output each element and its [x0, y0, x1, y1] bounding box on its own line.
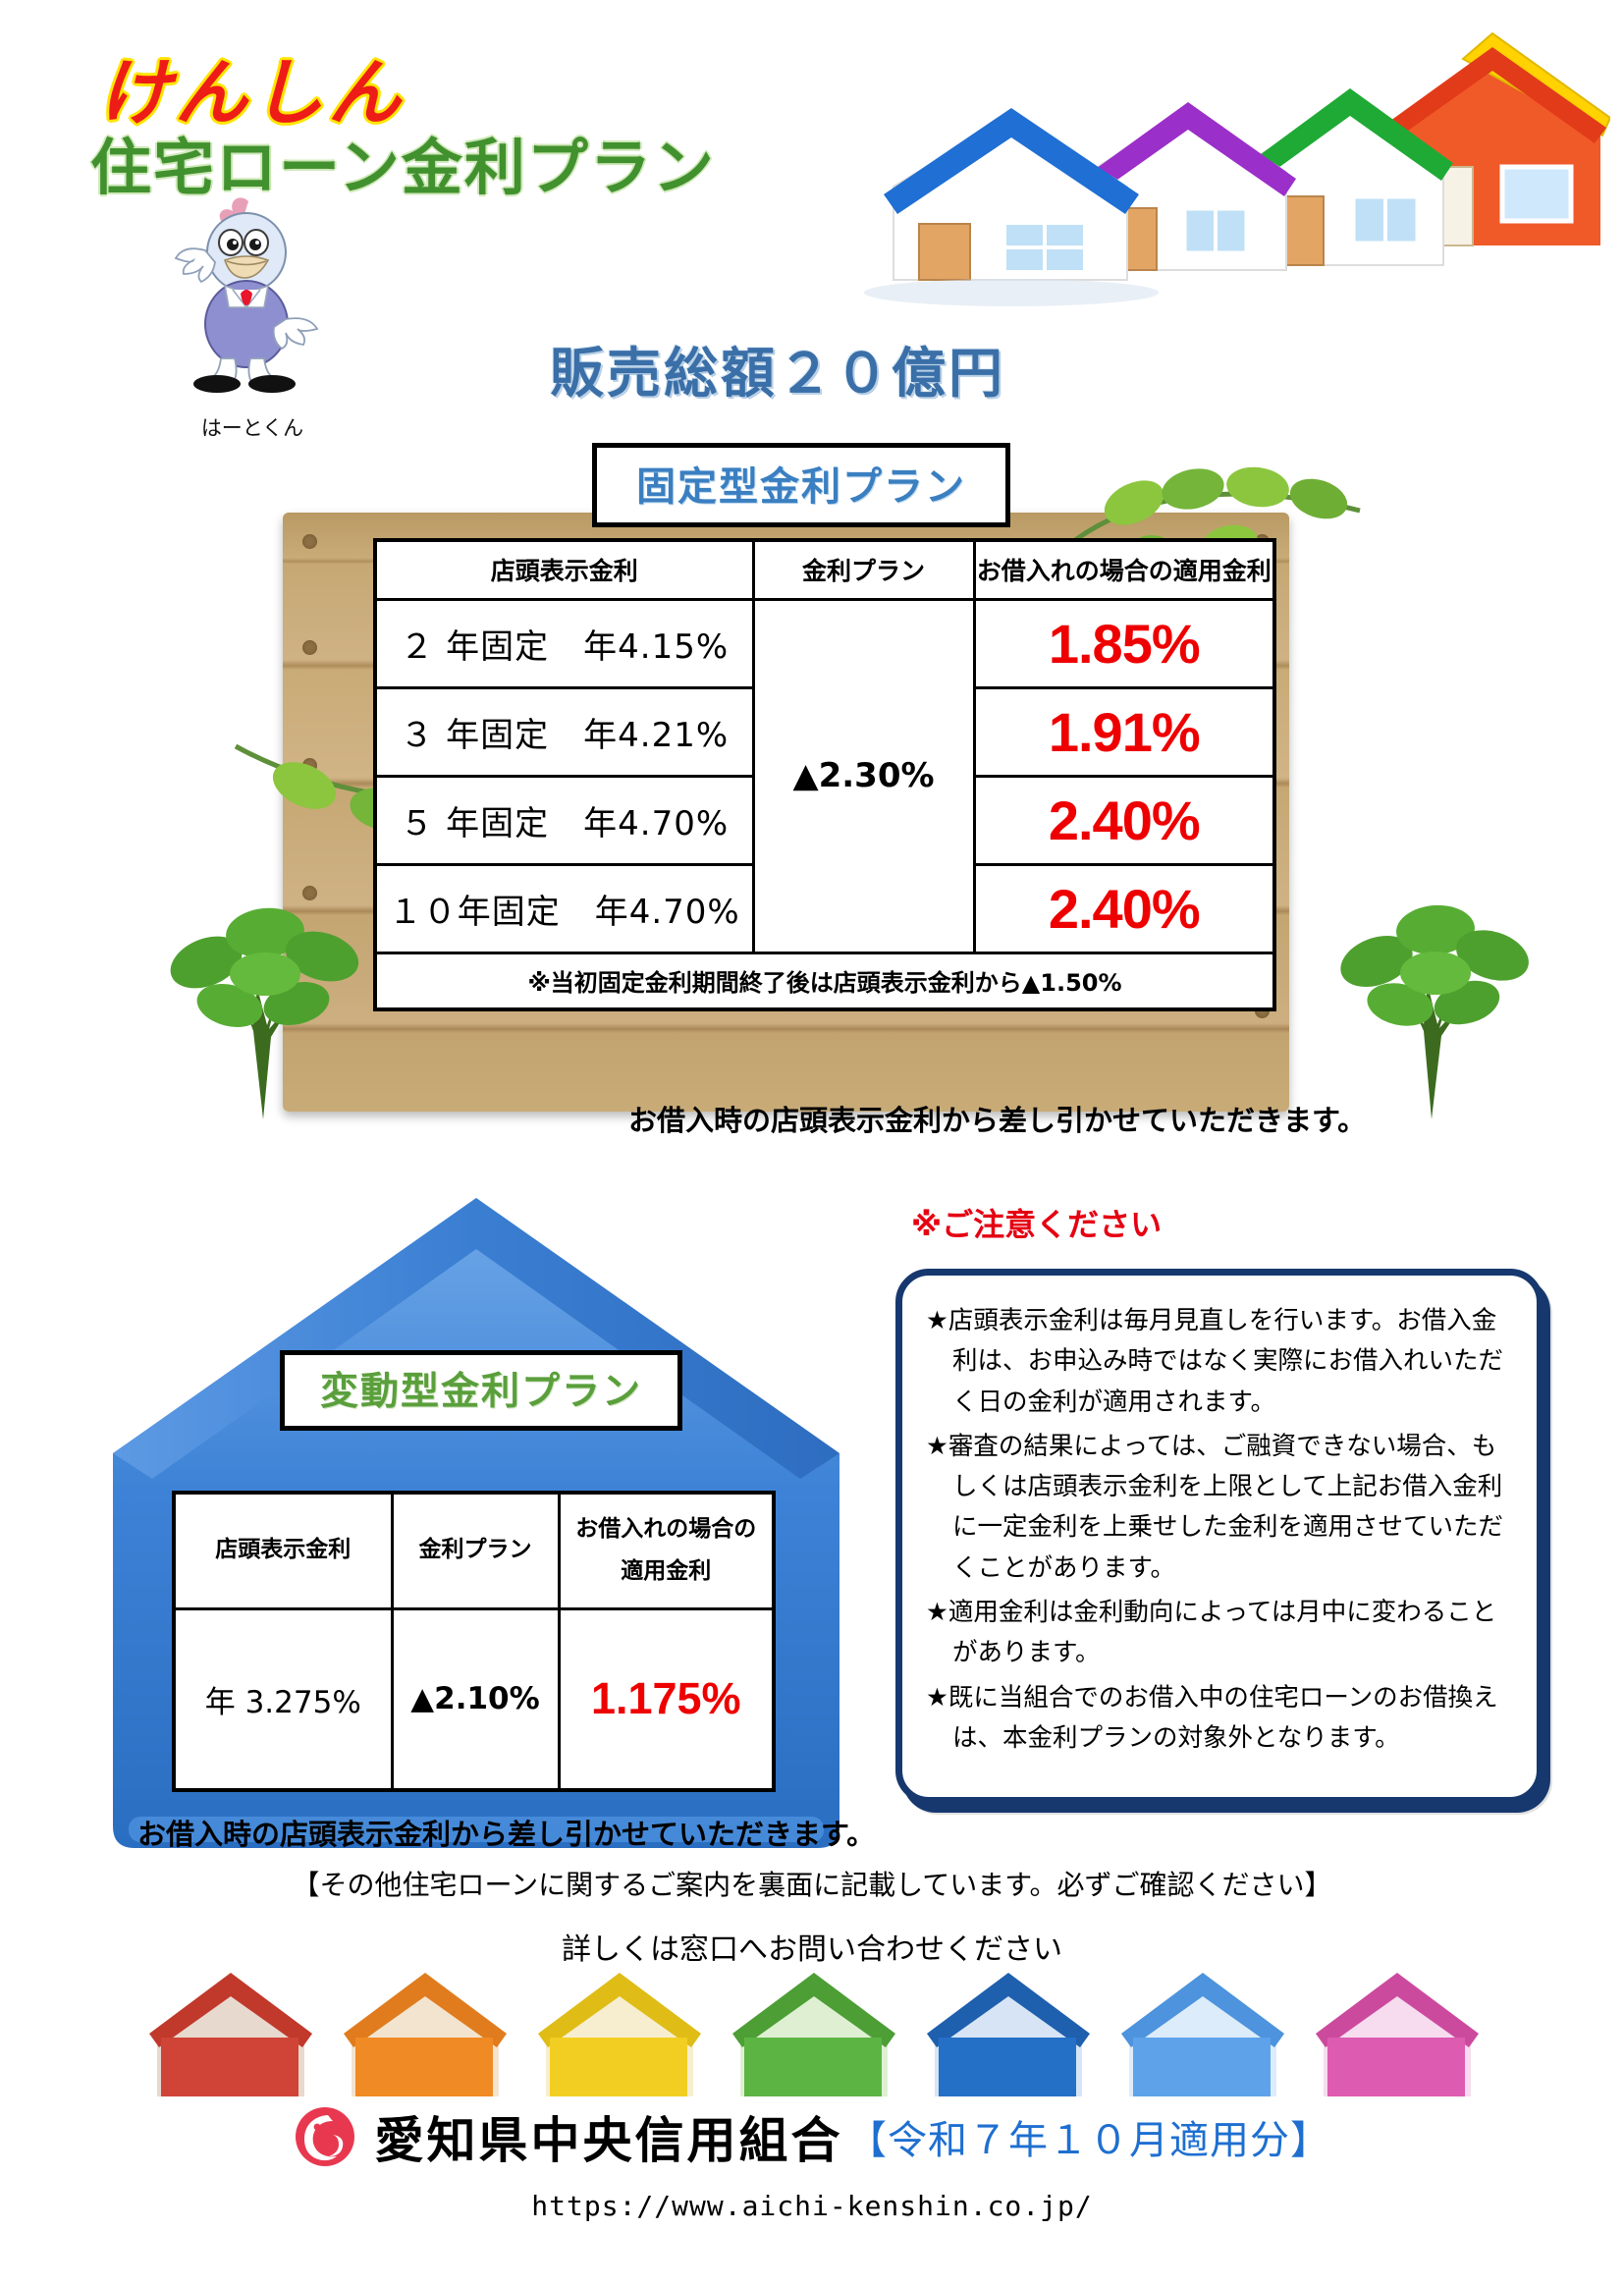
table-header-row: 店頭表示金利 金利プラン お借入れの場合の適用金利 — [373, 538, 1276, 601]
notice-item-2: ★審査の結果によっては、ご融資できない場合、もしくは店頭表示金利を上限として上記… — [926, 1431, 1504, 1583]
notice-item-1: ★店頭表示金利は毎月見直しを行います。お借入金利は、お申込み時ではなく実際にお借… — [926, 1306, 1504, 1417]
col-header-standard-rate: 店頭表示金利 — [373, 538, 755, 601]
table-row: ２ 年固定 年4.15% ▲2.30% 1.85% — [373, 597, 1276, 954]
variable-plan-badge: 変動型金利プラン — [280, 1350, 683, 1431]
notice-title: ※ご注意ください — [911, 1206, 1163, 1243]
col-header-applied-rate: お借入れの場合の 適用金利 — [557, 1491, 776, 1610]
variable-rate-table: 店頭表示金利 金利プラン お借入れの場合の 適用金利 年 3.275% ▲2.1… — [172, 1491, 776, 1792]
page-title-main: 住宅ローン金利プラン — [90, 135, 716, 202]
mascot-hato-kun-icon — [174, 197, 319, 393]
bank-identity-line: 愛知県中央信用組合 【令和７年１０月適用分】 — [0, 2101, 1624, 2172]
fixed-plan-badge: 固定型金利プラン — [592, 443, 1010, 527]
col-header-applied-rate-line1: お借入れの場合の — [575, 1515, 757, 1542]
variable-plan-caption: お借入時の店頭表示金利から差し引かせていただきます。 — [137, 1818, 876, 1851]
notice-box: ★店頭表示金利は毎月見直しを行います。お借入金利は、お申込み時ではなく実際にお借… — [895, 1269, 1543, 1804]
col-header-applied-rate-line2: 適用金利 — [621, 1558, 712, 1585]
rate-plan-discount: ▲2.30% — [751, 597, 976, 954]
col-header-rate-plan: 金利プラン — [751, 538, 976, 601]
mascot-name-label: はーとくん — [200, 416, 304, 440]
footer-note-reverse-side: 【その他住宅ローンに関するご案内を裏面に記載しています。必ずご確認ください】 — [292, 1869, 1332, 1901]
table-row: 年 3.275% ▲2.10% 1.175% — [172, 1606, 776, 1792]
applicable-period-label: 【令和７年１０月適用分】 — [846, 2118, 1330, 2163]
notice-item-4: ★既に当組合でのお借入中の住宅ローンのお借換えは、本金利プランの対象外となります… — [926, 1682, 1498, 1753]
table-row: ３ 年固定 年4.21% 1.91% — [373, 685, 1276, 778]
house-row-illustration — [149, 1973, 1479, 2096]
col-header-rate-plan: 金利プラン — [390, 1491, 561, 1610]
tree-illustration-left — [170, 907, 359, 1119]
fixed-plan-caption: お借入時の店頭表示金利から差し引かせていただきます。 — [628, 1104, 1367, 1137]
variable-applied-rate: 1.175% — [557, 1606, 776, 1792]
houses-illustration-top — [864, 31, 1610, 306]
table-row: ５ 年固定 年4.70% 2.40% — [373, 774, 1276, 866]
page-title-kana: けんしん — [98, 52, 405, 134]
bank-website-url[interactable]: https://www.aichi-kenshin.co.jp/ — [531, 2190, 1093, 2222]
bank-name-label: 愛知県中央信用組合 — [374, 2112, 843, 2169]
variable-standard-rate: 年 3.275% — [172, 1606, 394, 1792]
col-header-standard-rate: 店頭表示金利 — [172, 1491, 394, 1610]
applied-rate-10y: 2.40% — [972, 862, 1276, 954]
fixed-plan-footnote: ※当初固定金利期間終了後は店頭表示金利から▲1.50% — [373, 951, 1276, 1011]
standard-rate-3y: ３ 年固定 年4.21% — [373, 685, 755, 778]
variable-rate-plan-discount: ▲2.10% — [390, 1606, 561, 1792]
table-footnote-row: ※当初固定金利期間終了後は店頭表示金利から▲1.50% — [373, 951, 1276, 1011]
footer-note-contact-counter: 詳しくは窓口へお問い合わせください — [562, 1932, 1062, 1967]
applied-rate-5y: 2.40% — [972, 774, 1276, 866]
col-header-applied-rate: お借入れの場合の適用金利 — [972, 538, 1276, 601]
applied-rate-3y: 1.91% — [972, 685, 1276, 778]
applied-rate-2y: 1.85% — [972, 597, 1276, 689]
table-row: １０年固定 年4.70% 2.40% — [373, 862, 1276, 954]
standard-rate-5y: ５ 年固定 年4.70% — [373, 774, 755, 866]
tree-illustration-right — [1340, 904, 1529, 1119]
notice-item-3: ★適用金利は金利動向によっては月中に変わることがあります。 — [926, 1598, 1497, 1668]
standard-rate-10y: １０年固定 年4.70% — [373, 862, 755, 954]
standard-rate-2y: ２ 年固定 年4.15% — [373, 597, 755, 689]
sales-total-heading: 販売総額２０億円 — [550, 343, 1006, 404]
bank-logo-icon — [296, 2107, 355, 2166]
table-header-row: 店頭表示金利 金利プラン お借入れの場合の 適用金利 — [172, 1491, 776, 1610]
fixed-rate-table: 店頭表示金利 金利プラン お借入れの場合の適用金利 ２ 年固定 年4.15% ▲… — [373, 538, 1276, 1011]
